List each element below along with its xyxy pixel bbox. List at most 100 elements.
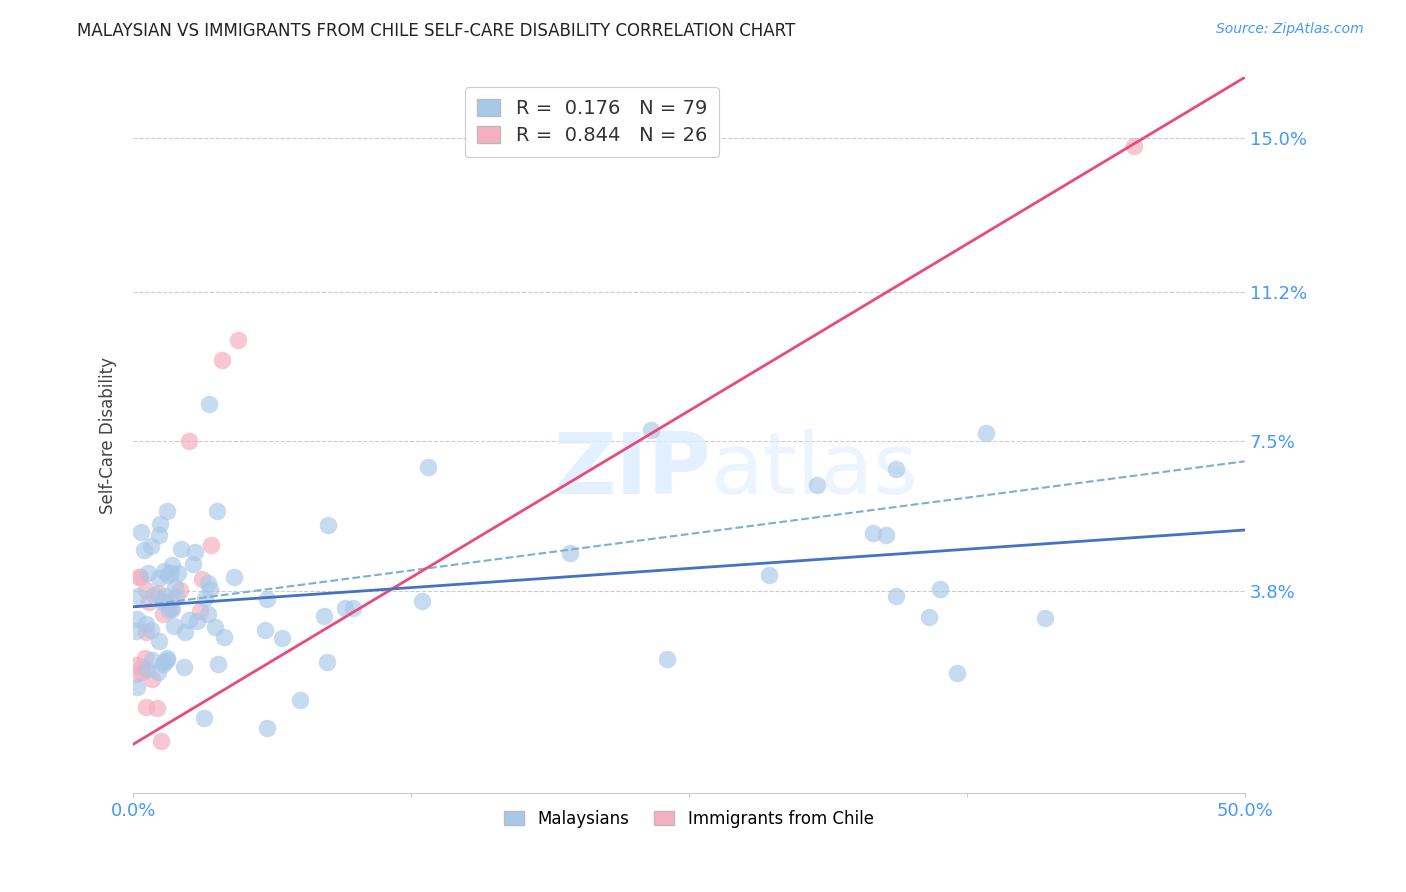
Point bbox=[169, 583, 191, 598]
Point bbox=[198, 397, 221, 411]
Point bbox=[141, 653, 163, 667]
Point bbox=[131, 660, 153, 674]
Point bbox=[884, 589, 907, 603]
Point bbox=[314, 609, 336, 624]
Point bbox=[157, 567, 180, 582]
Point bbox=[253, 623, 276, 637]
Point bbox=[181, 557, 204, 571]
Point bbox=[928, 582, 950, 597]
Point bbox=[316, 518, 339, 533]
Point bbox=[174, 624, 197, 639]
Point bbox=[148, 528, 170, 542]
Point bbox=[163, 580, 186, 594]
Point bbox=[129, 524, 152, 539]
Point bbox=[169, 542, 191, 557]
Point bbox=[136, 566, 159, 580]
Point bbox=[186, 615, 208, 629]
Point bbox=[758, 568, 780, 582]
Point bbox=[135, 700, 157, 714]
Point bbox=[159, 593, 181, 607]
Point bbox=[806, 478, 828, 492]
Point bbox=[156, 653, 179, 667]
Point bbox=[155, 590, 177, 604]
Point bbox=[271, 631, 294, 645]
Point bbox=[200, 582, 222, 596]
Point bbox=[141, 623, 163, 637]
Point bbox=[256, 721, 278, 735]
Point bbox=[127, 612, 149, 626]
Point bbox=[200, 538, 222, 552]
Point bbox=[127, 589, 149, 603]
Point bbox=[190, 572, 212, 586]
Point bbox=[129, 570, 152, 584]
Text: MALAYSIAN VS IMMIGRANTS FROM CHILE SELF-CARE DISABILITY CORRELATION CHART: MALAYSIAN VS IMMIGRANTS FROM CHILE SELF-… bbox=[77, 22, 796, 40]
Point bbox=[226, 333, 249, 347]
Point bbox=[138, 595, 160, 609]
Point bbox=[160, 602, 183, 616]
Point bbox=[946, 665, 969, 680]
Point bbox=[212, 630, 235, 644]
Point bbox=[153, 564, 176, 578]
Point bbox=[134, 543, 156, 558]
Point bbox=[124, 624, 146, 639]
Point bbox=[211, 353, 233, 368]
Point bbox=[193, 711, 215, 725]
Point bbox=[416, 459, 439, 474]
Point bbox=[197, 607, 219, 622]
Legend: Malaysians, Immigrants from Chile: Malaysians, Immigrants from Chile bbox=[498, 803, 880, 834]
Point bbox=[1122, 139, 1144, 153]
Point bbox=[194, 591, 217, 606]
Point bbox=[159, 600, 181, 615]
Y-axis label: Self-Care Disability: Self-Care Disability bbox=[100, 357, 117, 514]
Point bbox=[560, 546, 582, 560]
Point bbox=[156, 504, 179, 518]
Point bbox=[152, 607, 174, 622]
Text: ZIP: ZIP bbox=[554, 429, 711, 512]
Point bbox=[148, 570, 170, 584]
Point bbox=[862, 525, 884, 540]
Point bbox=[128, 570, 150, 584]
Point bbox=[148, 633, 170, 648]
Point bbox=[224, 570, 246, 584]
Point bbox=[124, 667, 146, 681]
Point bbox=[875, 527, 897, 541]
Point bbox=[173, 660, 195, 674]
Point bbox=[146, 586, 169, 600]
Text: Source: ZipAtlas.com: Source: ZipAtlas.com bbox=[1216, 22, 1364, 37]
Point bbox=[342, 600, 364, 615]
Point bbox=[411, 594, 433, 608]
Point bbox=[918, 610, 941, 624]
Point bbox=[165, 590, 187, 604]
Point bbox=[146, 700, 169, 714]
Point bbox=[150, 734, 173, 748]
Point bbox=[127, 680, 149, 694]
Point bbox=[166, 566, 188, 581]
Point bbox=[204, 620, 226, 634]
Point bbox=[149, 516, 172, 531]
Point bbox=[131, 665, 153, 679]
Point bbox=[141, 672, 163, 686]
Point bbox=[207, 657, 229, 672]
Point bbox=[335, 601, 357, 615]
Text: atlas: atlas bbox=[711, 429, 920, 512]
Point bbox=[135, 583, 157, 598]
Point bbox=[640, 423, 662, 437]
Point bbox=[1033, 611, 1056, 625]
Point bbox=[188, 604, 211, 618]
Point bbox=[974, 426, 997, 441]
Point bbox=[288, 693, 311, 707]
Point bbox=[160, 558, 183, 572]
Point bbox=[256, 592, 278, 607]
Point bbox=[143, 589, 166, 603]
Point bbox=[139, 539, 162, 553]
Point bbox=[184, 545, 207, 559]
Point bbox=[125, 658, 148, 673]
Point bbox=[160, 566, 183, 581]
Point bbox=[207, 504, 229, 518]
Point bbox=[146, 665, 169, 680]
Point bbox=[135, 617, 157, 632]
Point bbox=[157, 603, 180, 617]
Point bbox=[135, 662, 157, 676]
Point bbox=[884, 462, 907, 476]
Point bbox=[156, 651, 179, 665]
